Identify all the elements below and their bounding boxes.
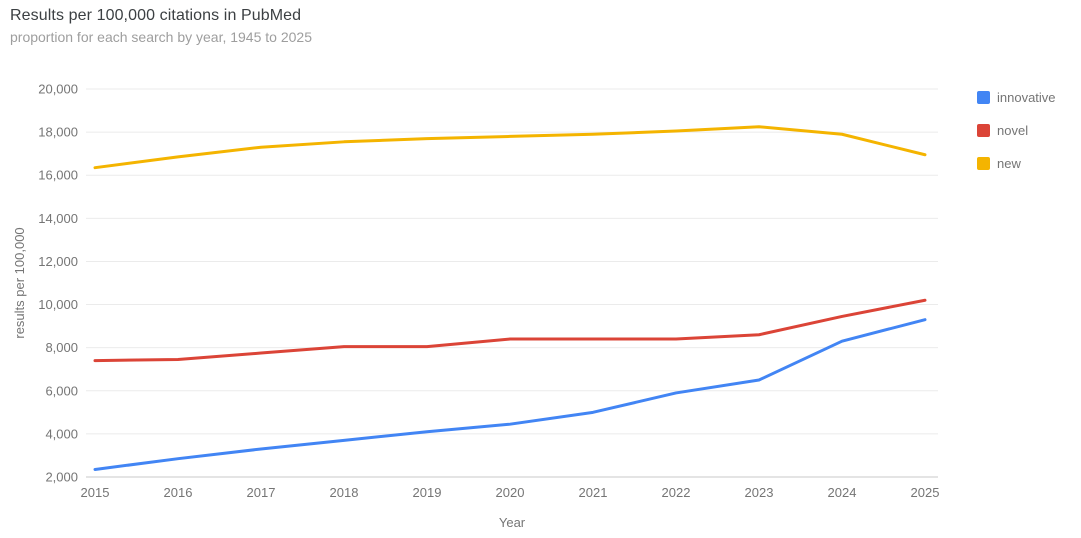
series-layer (93, 125, 927, 471)
x-tick-label: 2020 (496, 485, 525, 500)
x-tick-label: 2017 (247, 485, 276, 500)
y-tick-label: 4,000 (45, 426, 78, 441)
chart-legend: innovative novel new (977, 90, 1056, 189)
y-tick-label: 18,000 (38, 125, 78, 140)
legend-swatch-novel (977, 123, 990, 137)
series-line-new[interactable] (93, 125, 927, 170)
x-tick-label: 2025 (911, 485, 940, 500)
y-axis-title: results per 100,000 (12, 227, 27, 338)
legend-label: novel (997, 122, 1029, 138)
x-tick-label: 2016 (164, 485, 193, 500)
y-tick-label: 14,000 (38, 211, 78, 226)
x-tick-label: 2022 (662, 485, 691, 500)
y-tick-label: 12,000 (38, 254, 78, 269)
legend-item-novel: novel (977, 122, 1056, 138)
series-line-novel[interactable] (93, 298, 927, 363)
legend-swatch-new (977, 156, 990, 170)
chart-title: Results per 100,000 citations in PubMed (10, 7, 302, 24)
y-tick-label: 2,000 (45, 470, 78, 485)
chart-subtitle: proportion for each search by year, 1945… (10, 29, 312, 45)
legend-item-new: new (977, 155, 1056, 171)
x-tick-label: 2018 (330, 485, 359, 500)
legend-label: innovative (997, 89, 1056, 105)
y-tick-label: 6,000 (45, 383, 78, 398)
y-tick-label: 20,000 (38, 82, 78, 97)
legend-label: new (997, 155, 1021, 171)
x-axis-title: Year (499, 515, 526, 530)
y-tick-label: 16,000 (38, 168, 78, 183)
grid-layer: 2,000 4,000 6,000 8,000 10,000 12,000 14,000 16… (38, 82, 938, 485)
y-tick-label: 10,000 (38, 297, 78, 312)
x-axis-ticks: 2015 2016 2017 2018 2019 2020 2021 2022 2023 2024… (81, 485, 940, 500)
x-tick-label: 2021 (579, 485, 608, 500)
legend-swatch-innovative (977, 90, 990, 104)
x-tick-label: 2024 (828, 485, 857, 500)
series-line-innovative[interactable] (93, 318, 927, 471)
x-tick-label: 2015 (81, 485, 110, 500)
legend-item-innovative: innovative (977, 89, 1056, 105)
chart-header: Results per 100,000 citations in PubMed … (10, 7, 312, 45)
x-tick-label: 2023 (745, 485, 774, 500)
x-tick-label: 2019 (413, 485, 442, 500)
y-tick-label: 8,000 (45, 340, 78, 355)
